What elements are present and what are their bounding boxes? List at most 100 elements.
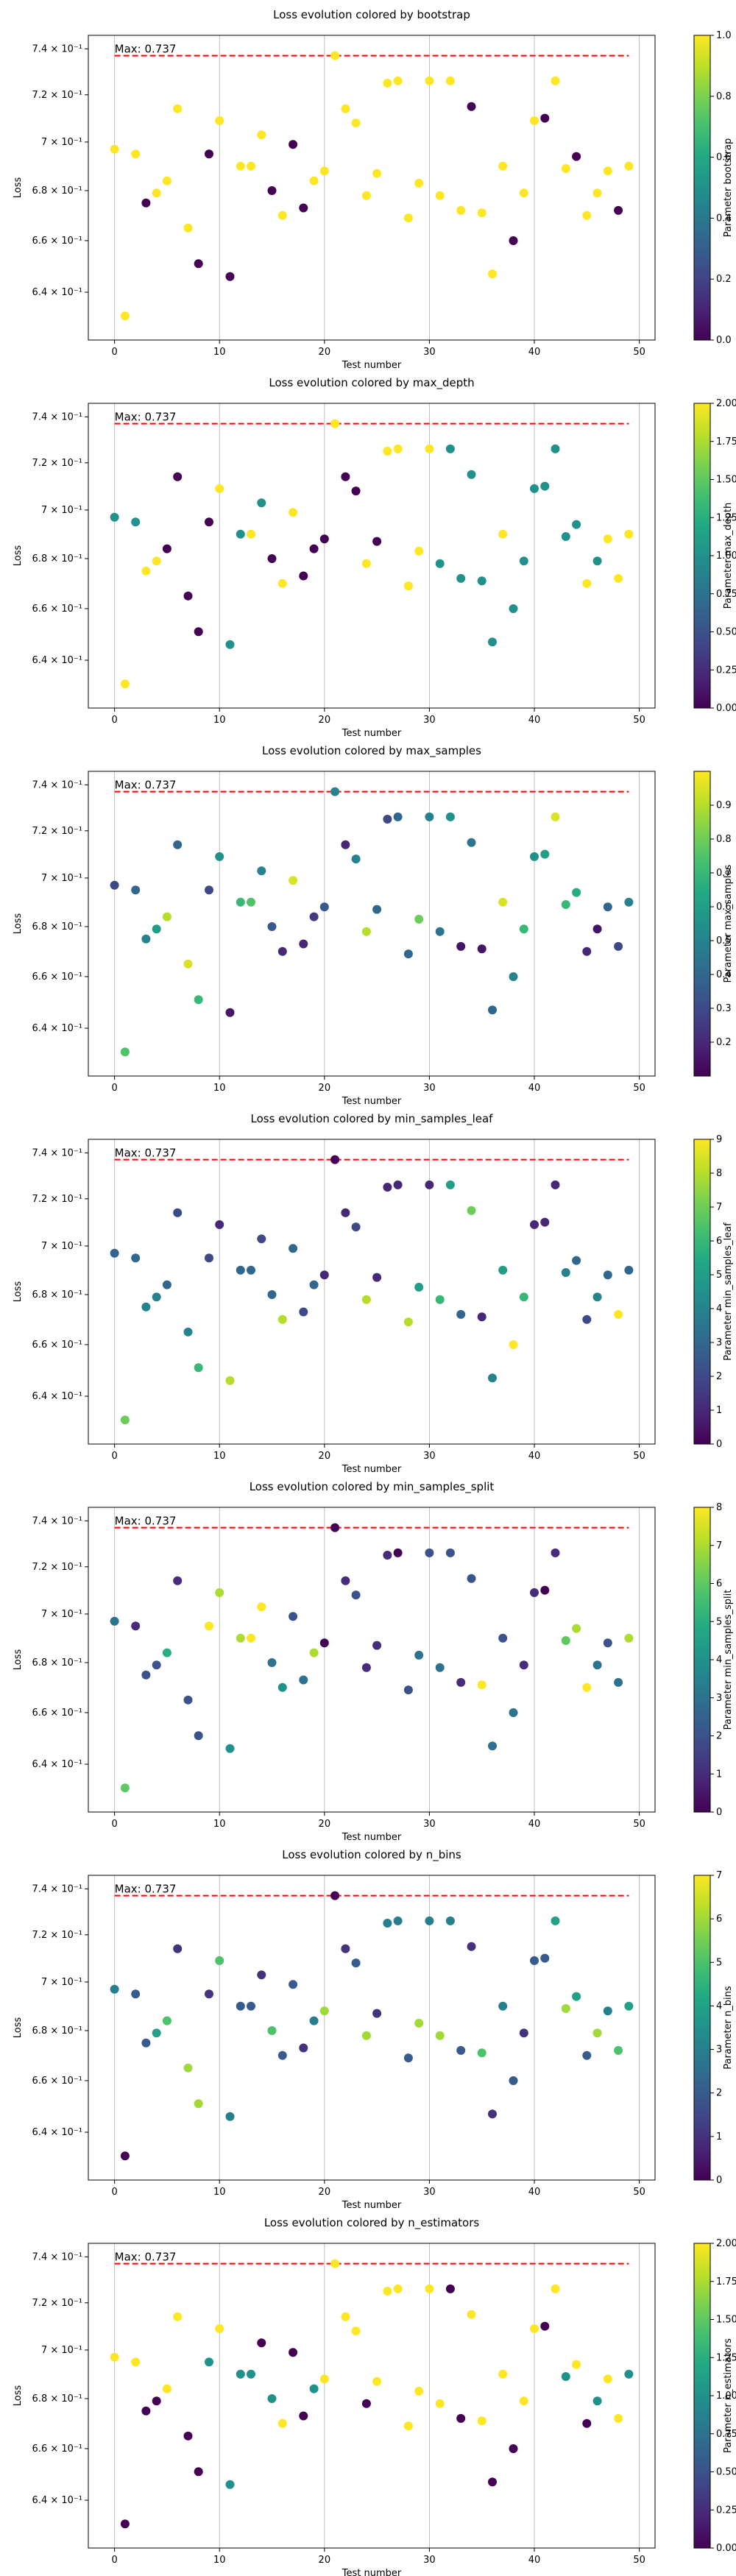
data-point-3 xyxy=(141,2038,151,2048)
data-point-20 xyxy=(319,1270,329,1280)
y-tick-label-0: 6.4 × 10⁻¹ xyxy=(32,2127,82,2138)
data-point-38 xyxy=(509,604,518,613)
data-point-2 xyxy=(131,149,141,159)
data-point-49 xyxy=(624,2001,634,2011)
colorbar-tick-label-8: 2.00 xyxy=(716,398,736,409)
data-point-41 xyxy=(540,1953,550,1963)
data-point-12 xyxy=(236,529,245,539)
y-tick-label-3: 7 × 10⁻¹ xyxy=(41,1977,82,1988)
data-point-34 xyxy=(467,838,476,847)
data-point-18 xyxy=(299,2411,308,2421)
colorbar-label: Parameter n_estimators xyxy=(723,2338,734,2453)
max-annotation: Max: 0.737 xyxy=(115,411,177,424)
colorbar-tick-label-6: 6 xyxy=(716,1579,722,1590)
x-tick-label-2: 20 xyxy=(319,347,331,358)
data-point-15 xyxy=(267,922,277,931)
colorbar-tick-label-5: 5 xyxy=(716,1616,722,1627)
data-point-25 xyxy=(372,905,382,914)
data-point-47 xyxy=(603,1270,612,1280)
chart-panel-6: Loss evolution colored by n_estimators Ma… xyxy=(13,2216,736,2576)
y-axis-label: Loss xyxy=(13,1281,24,1303)
chart-title: Loss evolution colored by min_samples_sp… xyxy=(250,1480,495,1494)
data-point-46 xyxy=(592,556,602,566)
chart-panel-3: Loss evolution colored by min_samples_le… xyxy=(13,1112,734,1475)
data-point-31 xyxy=(435,559,445,568)
x-tick-label-5: 50 xyxy=(633,1083,645,1094)
y-tick-label-3: 7 × 10⁻¹ xyxy=(41,873,82,884)
data-point-34 xyxy=(467,102,476,111)
data-point-39 xyxy=(519,556,528,566)
data-point-3 xyxy=(141,566,151,576)
x-tick-label-1: 10 xyxy=(213,2187,226,2198)
x-tick-label-1: 10 xyxy=(213,1819,226,1830)
data-point-10 xyxy=(215,484,224,493)
colorbar-tick-label-8: 8 xyxy=(716,1168,722,1179)
data-point-16 xyxy=(277,1314,287,1324)
data-point-32 xyxy=(445,1916,455,1925)
data-point-40 xyxy=(530,1956,539,1965)
data-point-21 xyxy=(330,419,340,428)
plot-area xyxy=(88,403,656,709)
y-tick-label-3: 7 × 10⁻¹ xyxy=(41,1609,82,1620)
y-tick-label-4: 7.2 × 10⁻¹ xyxy=(32,90,82,101)
y-tick-label-2: 6.8 × 10⁻¹ xyxy=(32,1289,82,1301)
colorbar-tick-label-5: 1.25 xyxy=(716,512,736,523)
data-point-36 xyxy=(488,2477,497,2487)
data-point-20 xyxy=(319,2006,329,2016)
data-point-43 xyxy=(561,900,570,909)
data-point-33 xyxy=(456,573,466,583)
data-point-5 xyxy=(162,1648,171,1657)
plot-area xyxy=(88,771,656,1077)
y-tick-label-3: 7 × 10⁻¹ xyxy=(41,2345,82,2356)
data-point-36 xyxy=(488,1005,497,1015)
data-point-33 xyxy=(456,1309,466,1319)
data-point-0 xyxy=(110,2352,119,2362)
chart-panel-5: Loss evolution colored by n_bins Max: 0.7… xyxy=(13,1848,734,2211)
data-point-10 xyxy=(215,116,224,125)
colorbar-tick-label-2: 0.4 xyxy=(716,969,732,980)
data-point-12 xyxy=(236,2369,245,2379)
x-tick-label-5: 50 xyxy=(633,2187,645,2198)
data-point-16 xyxy=(277,210,287,220)
data-point-44 xyxy=(572,152,581,161)
data-point-4 xyxy=(152,1660,161,1670)
x-tick-label-3: 30 xyxy=(423,1819,436,1830)
chart-title: Loss evolution colored by min_samples_le… xyxy=(251,1112,494,1126)
colorbar-tick-label-4: 0.8 xyxy=(716,91,732,102)
data-point-47 xyxy=(603,1638,612,1648)
colorbar-tick-label-2: 2 xyxy=(716,1371,722,1382)
data-point-31 xyxy=(435,191,445,200)
plot-area xyxy=(88,1139,656,1445)
data-point-29 xyxy=(414,546,424,556)
data-point-16 xyxy=(277,578,287,588)
data-point-43 xyxy=(561,532,570,541)
data-point-7 xyxy=(183,1695,193,1705)
data-point-23 xyxy=(351,2326,361,2336)
data-point-13 xyxy=(247,529,255,539)
data-point-21 xyxy=(330,1891,340,1900)
data-point-31 xyxy=(435,1295,445,1304)
x-axis-label: Test number xyxy=(342,2568,402,2576)
data-point-41 xyxy=(540,849,550,859)
data-point-33 xyxy=(456,205,466,215)
data-point-5 xyxy=(162,2384,171,2393)
data-point-20 xyxy=(319,902,329,912)
data-point-30 xyxy=(425,444,434,453)
plot-area xyxy=(88,2243,656,2549)
data-point-9 xyxy=(205,1621,213,1631)
data-point-26 xyxy=(383,815,392,824)
y-tick-label-4: 7.2 × 10⁻¹ xyxy=(32,826,82,837)
data-point-19 xyxy=(309,1648,319,1657)
colorbar-tick-label-5: 5 xyxy=(716,1270,722,1281)
data-point-20 xyxy=(319,534,329,544)
data-point-13 xyxy=(247,2001,255,2011)
data-point-3 xyxy=(141,198,151,208)
data-point-46 xyxy=(592,188,602,198)
data-point-20 xyxy=(319,2374,329,2384)
colorbar-tick-label-9: 9 xyxy=(716,1134,722,1145)
data-point-26 xyxy=(383,447,392,456)
data-point-42 xyxy=(551,2284,560,2293)
x-tick-label-0: 0 xyxy=(112,2555,118,2566)
x-tick-label-2: 20 xyxy=(319,1819,331,1830)
colorbar-tick-label-4: 4 xyxy=(716,2000,722,2011)
